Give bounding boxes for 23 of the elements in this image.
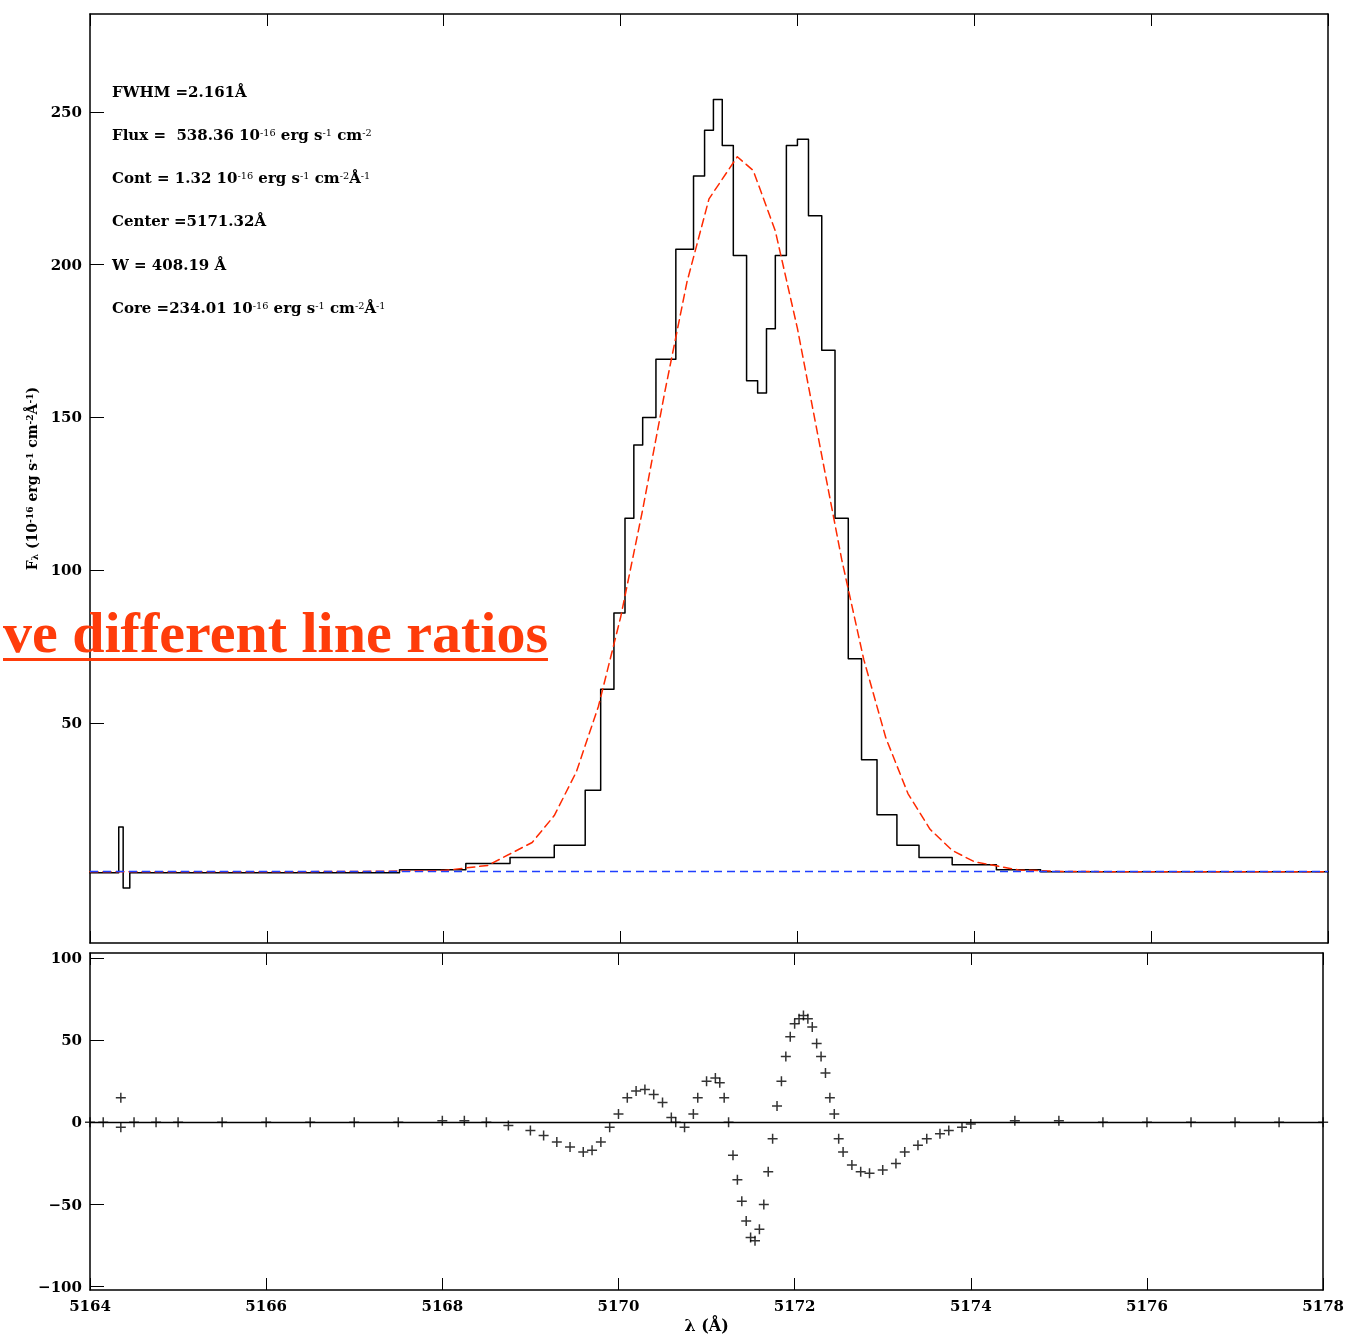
y-tick-label: 100 xyxy=(50,948,82,967)
x-tick-label: 5166 xyxy=(245,1296,288,1315)
y-tick-label: 0 xyxy=(71,1113,82,1132)
x-tick-label: 5168 xyxy=(421,1296,464,1315)
x-tick-label: 5176 xyxy=(1126,1296,1168,1315)
y-tick-label: 150 xyxy=(50,408,82,427)
y-tick-label: 250 xyxy=(50,102,82,121)
x-tick-label: 5164 xyxy=(69,1296,111,1315)
y-tick-label: 200 xyxy=(50,255,82,274)
y-tick-label: −100 xyxy=(38,1277,82,1296)
text: Fλ (10-16 erg s-1 cm-2Å-1) xyxy=(24,386,41,571)
x-tick-label: 5178 xyxy=(1302,1296,1344,1315)
y-tick-label: 50 xyxy=(61,713,82,732)
x-tick-label: 5172 xyxy=(773,1296,816,1315)
y-tick-label: 50 xyxy=(61,1031,82,1050)
annotation: Center =5171.32Å xyxy=(112,212,267,231)
y-tick-label: 100 xyxy=(50,561,82,580)
x-tick-label: 5174 xyxy=(949,1296,992,1315)
x-axis-title: λ (Å) xyxy=(684,1314,729,1336)
annotation: FWHM =2.161Å xyxy=(112,82,248,101)
y-tick-label: −50 xyxy=(48,1195,82,1214)
x-tick-label: 5170 xyxy=(597,1296,640,1315)
annotation: W = 408.19 Å xyxy=(111,255,227,274)
